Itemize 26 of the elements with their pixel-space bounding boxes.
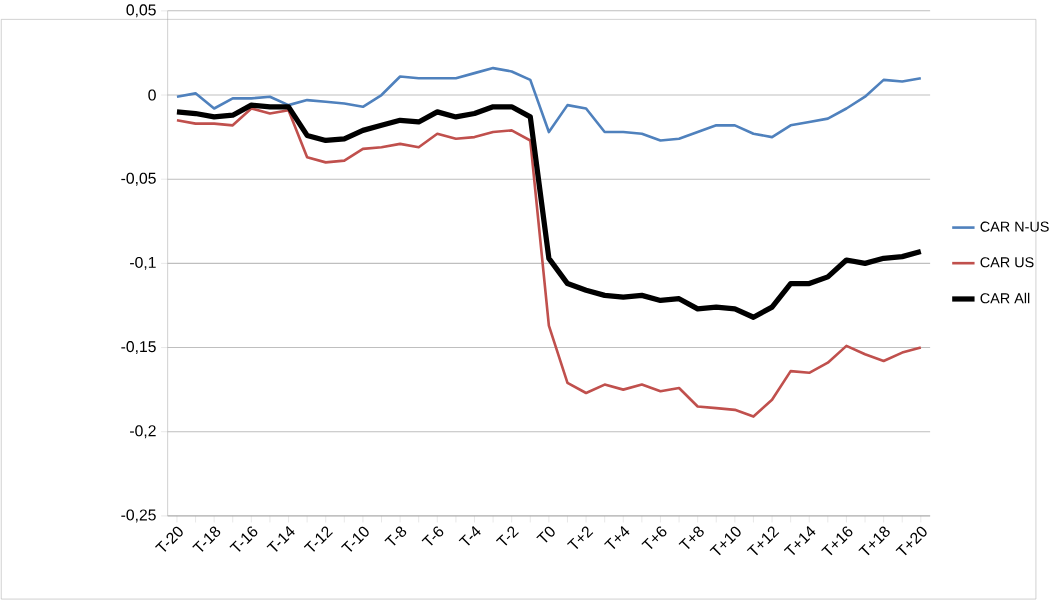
x-tick-label: T+6: [641, 526, 667, 549]
legend-label: CAR All: [980, 292, 1030, 304]
x-tick-label: T-8: [384, 526, 407, 546]
x-tick-label: T-20: [155, 526, 183, 552]
y-tick-label: -0,2: [130, 425, 156, 439]
line-series: [175, 107, 923, 418]
x-tick-label: T-4: [458, 525, 481, 546]
x-tick-label: T-12: [303, 526, 333, 552]
x-tick-label: T-10: [341, 526, 369, 552]
legend-label: CAR US: [980, 257, 1034, 268]
y-tick-label: -0,05: [121, 172, 156, 186]
x-tick-label: T-16: [229, 526, 258, 552]
x-tick-label: T-14: [266, 525, 295, 552]
y-tick-label: 0,05: [126, 4, 156, 18]
x-tick-label: T+4: [604, 525, 630, 549]
y-tick-label: -0,1: [130, 256, 156, 270]
y-tick-label: 0: [148, 89, 156, 101]
x-tick-label: T-18: [192, 526, 221, 552]
x-tick-label: T-6: [421, 526, 444, 546]
x-tick-label: T+8: [678, 526, 704, 549]
y-tick-label: -0,25: [121, 509, 156, 523]
x-tick-label: T-2: [495, 526, 519, 546]
x-tick-label: T+2: [566, 526, 594, 549]
y-tick-label: -0,15: [121, 340, 156, 354]
legend-label: CAR N-US: [980, 221, 1049, 232]
x-tick-label: T0: [536, 526, 555, 543]
